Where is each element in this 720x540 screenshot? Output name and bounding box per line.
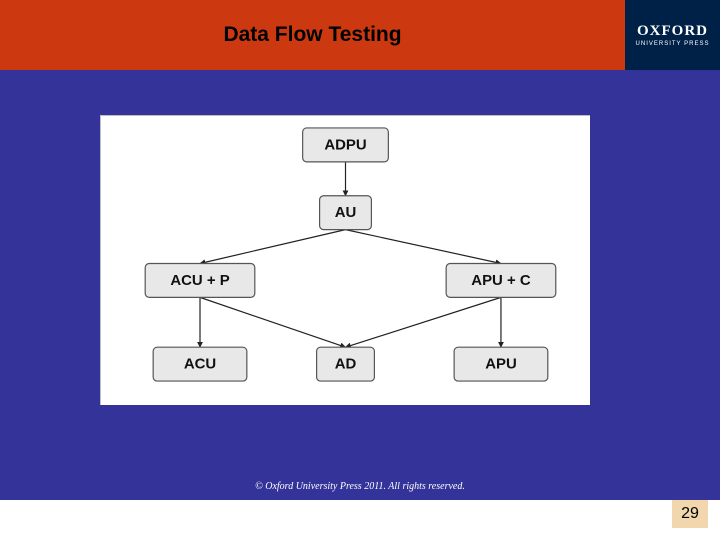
slide-header: Data Flow Testing OXFORD UNIVERSITY PRES… [0,0,720,70]
publisher-logo: OXFORD UNIVERSITY PRESS [625,0,720,70]
diagram-node-label: APU + C [471,272,531,289]
diagram-node-label: ACU + P [170,272,229,289]
logo-main-text: OXFORD [637,23,708,40]
diagram-edge [200,230,345,264]
diagram-node-acup: ACU + P [145,263,255,297]
diagram-node-label: APU [485,356,517,373]
diagram-node-adpu: ADPU [303,128,389,162]
header-title-area: Data Flow Testing [0,0,625,70]
diagram-node-label: ADPU [324,136,366,153]
diagram-edge [346,297,501,347]
page-number: 29 [672,500,708,528]
diagram-node-apuc: APU + C [446,263,556,297]
diagram-node-apu: APU [454,347,548,381]
slide-title: Data Flow Testing [223,23,401,47]
data-flow-tree-diagram: ADPU AU ACU + P APU + C ACU AD APU [101,116,590,405]
logo-sub-text: UNIVERSITY PRESS [636,41,710,47]
slide-root: Data Flow Testing OXFORD UNIVERSITY PRES… [0,0,720,540]
diagram-node-ad: AD [317,347,375,381]
diagram-edge [200,297,345,347]
diagram-node-acu: ACU [153,347,247,381]
diagram-edge [346,230,501,264]
diagram-node-label: AD [335,356,357,373]
copyright-footer: © Oxford University Press 2011. All righ… [0,481,720,492]
diagram-node-label: AU [335,204,357,221]
diagram-node-au: AU [320,196,372,230]
diagram-node-label: ACU [184,356,216,373]
diagram-panel: ADPU AU ACU + P APU + C ACU AD APU [100,115,590,405]
slide-body: ADPU AU ACU + P APU + C ACU AD APU © Oxford Un… [0,70,720,500]
